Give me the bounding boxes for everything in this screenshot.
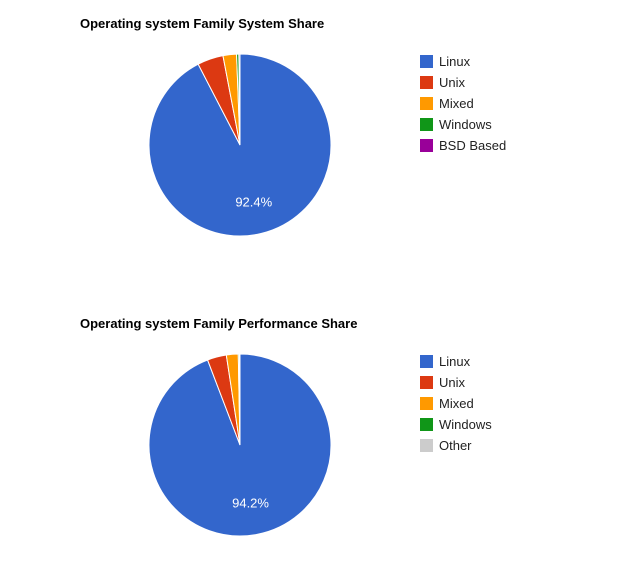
legend-swatch [420, 355, 433, 368]
slice-value-label: 92.4% [235, 195, 272, 210]
legend-item-bsd-based[interactable]: BSD Based [420, 135, 506, 156]
legend-item-windows[interactable]: Windows [420, 414, 492, 435]
legend-label: Windows [439, 117, 492, 132]
legend: Linux Unix Mixed Windows BSD Based [420, 51, 506, 156]
legend-label: Unix [439, 375, 466, 390]
legend-item-windows[interactable]: Windows [420, 114, 506, 135]
slice-value-label: 94.2% [232, 495, 269, 510]
legend-label: Mixed [439, 396, 474, 411]
legend-item-unix[interactable]: Unix [420, 372, 492, 393]
pie-slice-other[interactable] [238, 353, 241, 446]
legend-swatch [420, 76, 433, 89]
legend-swatch [420, 97, 433, 110]
legend-swatch [420, 397, 433, 410]
system-share-chart: Operating system Family System Share 92.… [0, 0, 623, 282]
legend-label: BSD Based [439, 138, 507, 153]
chart-title: Operating system Family Performance Shar… [80, 316, 358, 331]
chart-title: Operating system Family System Share [80, 16, 325, 31]
legend: Linux Unix Mixed Windows Other [420, 351, 492, 456]
legend-label: Mixed [439, 96, 474, 111]
legend-swatch [420, 376, 433, 389]
legend-item-mixed[interactable]: Mixed [420, 93, 506, 114]
pie-plot: 94.2% [148, 353, 332, 537]
legend-item-linux[interactable]: Linux [420, 351, 492, 372]
legend-swatch [420, 55, 433, 68]
legend-item-mixed[interactable]: Mixed [420, 393, 492, 414]
performance-share-chart: Operating system Family Performance Shar… [0, 300, 623, 582]
legend-item-linux[interactable]: Linux [420, 51, 506, 72]
pie-plot: 92.4% [148, 53, 332, 237]
legend-swatch [420, 118, 433, 131]
legend-label: Other [439, 438, 472, 453]
legend-swatch [420, 139, 433, 152]
legend-label: Linux [439, 54, 471, 69]
pie-slice-bsd-based[interactable] [238, 53, 241, 146]
legend-label: Windows [439, 417, 492, 432]
legend-swatch [420, 439, 433, 452]
legend-item-other[interactable]: Other [420, 435, 492, 456]
legend-label: Unix [439, 75, 466, 90]
legend-label: Linux [439, 354, 471, 369]
legend-item-unix[interactable]: Unix [420, 72, 506, 93]
legend-swatch [420, 418, 433, 431]
